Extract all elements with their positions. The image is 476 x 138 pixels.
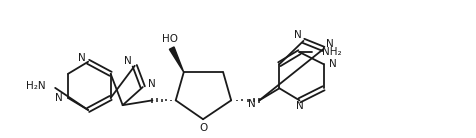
Text: N: N bbox=[55, 93, 63, 103]
Text: HO: HO bbox=[162, 34, 178, 44]
Text: N: N bbox=[149, 79, 156, 89]
Text: NH₂: NH₂ bbox=[322, 47, 342, 57]
Text: N: N bbox=[296, 101, 303, 111]
Text: N: N bbox=[329, 59, 337, 69]
Text: O: O bbox=[199, 124, 207, 133]
Text: N: N bbox=[79, 53, 86, 63]
Text: N: N bbox=[326, 39, 333, 49]
Polygon shape bbox=[169, 47, 184, 72]
Text: N: N bbox=[294, 30, 301, 40]
Text: H₂N: H₂N bbox=[26, 81, 45, 91]
Text: N: N bbox=[248, 99, 256, 109]
Text: N: N bbox=[124, 56, 131, 66]
